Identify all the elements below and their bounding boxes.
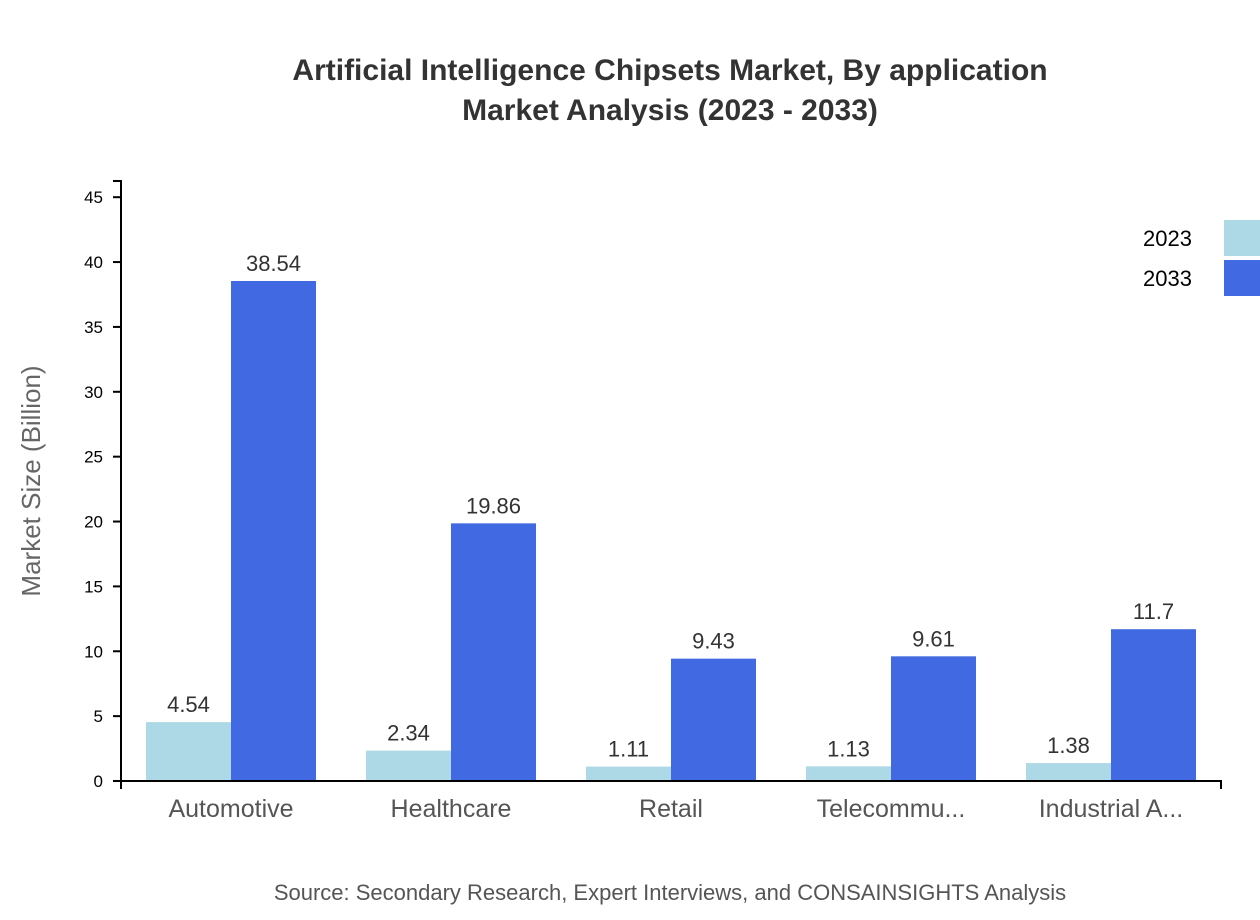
data-label: 2.34: [387, 721, 430, 746]
x-tick-label: Automotive: [168, 795, 293, 823]
legend-label: 2023: [1143, 226, 1192, 251]
data-label: 1.38: [1047, 733, 1090, 758]
data-label: 1.13: [827, 736, 870, 761]
y-tick-label: 15: [84, 577, 103, 596]
x-tick-label: Retail: [639, 795, 703, 823]
y-tick-label: 0: [94, 772, 103, 791]
y-tick-label: 35: [84, 318, 103, 337]
y-tick-label: 25: [84, 448, 103, 467]
bar-2033-4: [1111, 629, 1196, 781]
data-label: 38.54: [246, 251, 301, 276]
x-axis-line: [120, 780, 1222, 789]
bar-2023-0: [146, 722, 231, 781]
bar-2033-1: [451, 523, 536, 781]
legend-swatch-2033: [1224, 260, 1260, 296]
y-axis: 0 5 10 15 20 25 30 35 40 45: [84, 180, 122, 791]
legend: 2023 2033: [1143, 220, 1260, 296]
bar-2023-3: [806, 766, 891, 781]
x-axis: Automotive Healthcare Retail Telecommu... In…: [120, 780, 1222, 823]
legend-swatch-2023: [1224, 220, 1260, 256]
bar-2023-2: [586, 766, 671, 781]
data-label: 9.61: [912, 626, 955, 651]
data-label: 19.86: [466, 493, 521, 518]
bar-2033-0: [231, 281, 316, 781]
bar-2033-2: [671, 658, 756, 781]
source-note: Source: Secondary Research, Expert Inter…: [274, 880, 1066, 905]
y-tick-label: 40: [84, 253, 103, 272]
bar-2023-1: [366, 750, 451, 781]
x-tick-label: Telecommu...: [817, 795, 966, 823]
chart-title-line-2: Market Analysis (2023 - 2033): [462, 94, 878, 127]
data-label: 1.11: [608, 737, 649, 762]
bar-2023-4: [1026, 763, 1111, 781]
bars: 4.54 38.54 2.34 19.86 1.11 9.43 1.13 9.61 1.38 11…: [146, 251, 1196, 781]
data-label: 11.7: [1133, 599, 1174, 624]
y-tick-label: 20: [84, 513, 103, 532]
x-tick-label: Healthcare: [391, 795, 512, 823]
bar-2033-3: [891, 656, 976, 781]
chart-title-line-1: Artificial Intelligence Chipsets Market,…: [292, 54, 1047, 87]
y-axis-label: Market Size (Billion): [16, 365, 46, 596]
y-tick-label: 10: [84, 642, 103, 661]
data-label: 9.43: [692, 629, 735, 654]
data-label: 4.54: [167, 692, 210, 717]
legend-label: 2033: [1143, 266, 1192, 291]
y-axis-line: [113, 180, 122, 782]
y-tick-label: 30: [84, 383, 103, 402]
x-tick-label: Industrial A...: [1039, 795, 1184, 823]
y-tick-label: 5: [94, 707, 103, 726]
y-tick-label: 45: [84, 188, 103, 207]
